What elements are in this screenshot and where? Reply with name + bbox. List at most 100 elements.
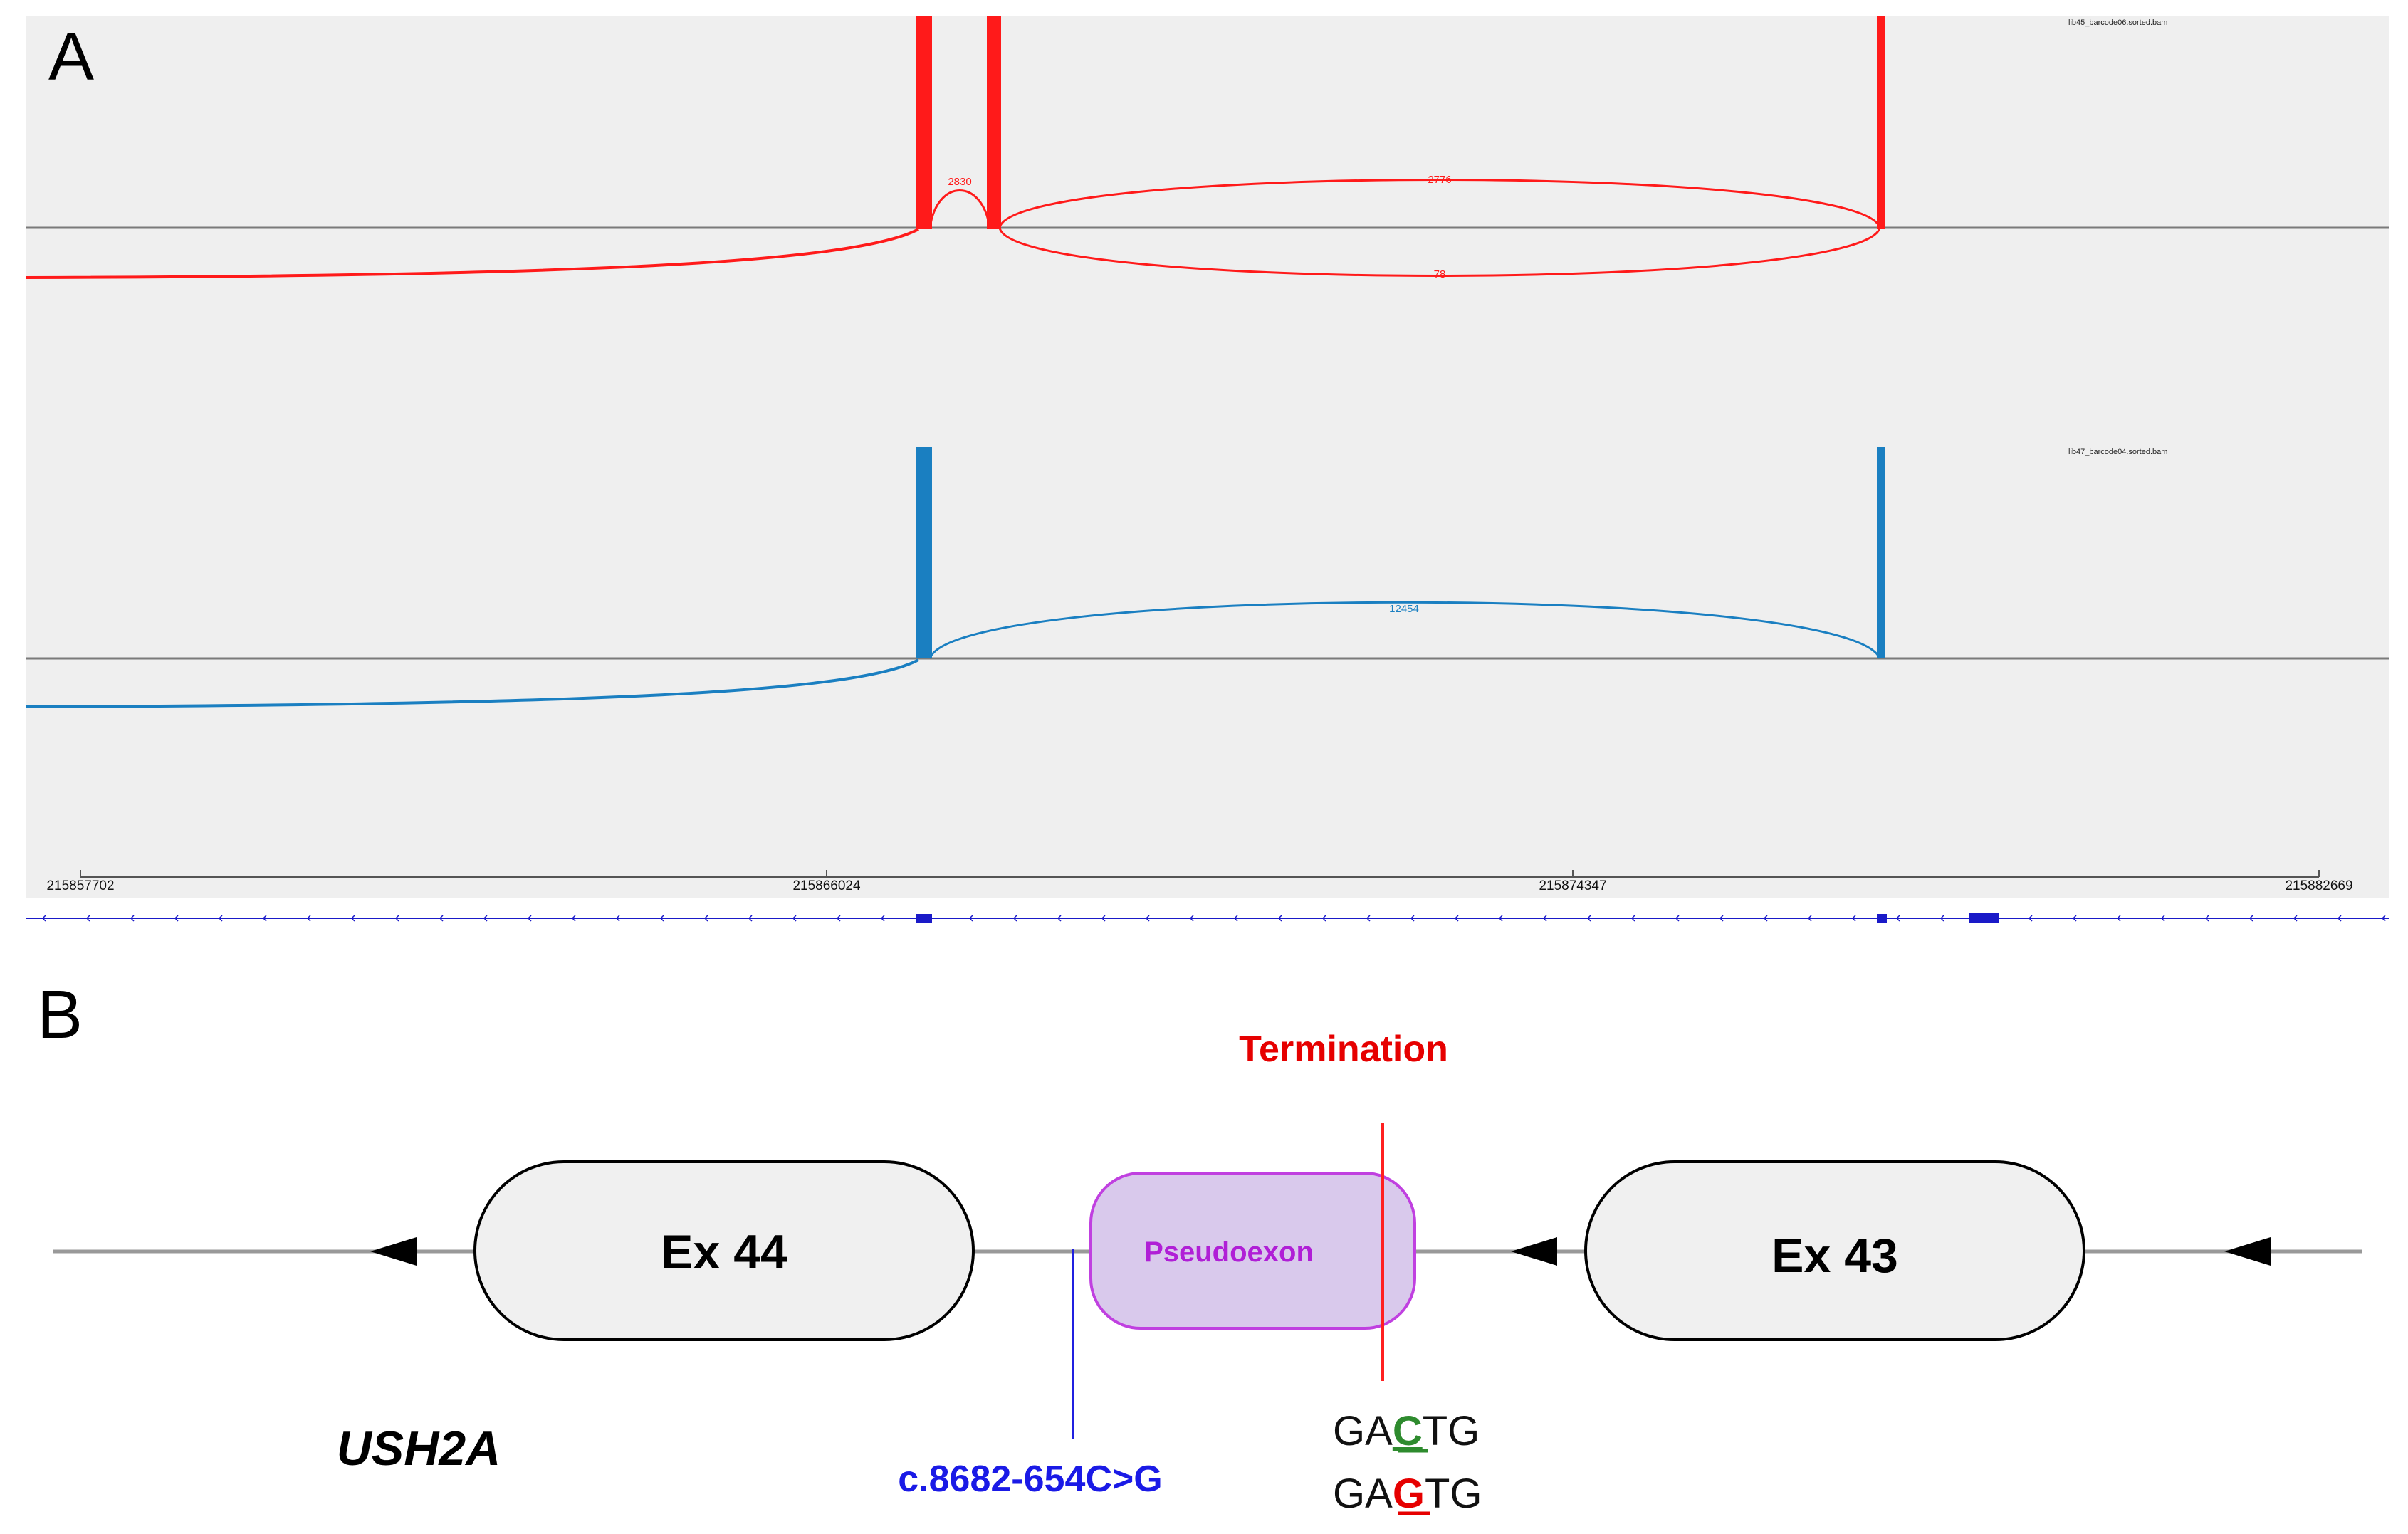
sequence-variant-base: G	[1393, 1471, 1425, 1517]
intron-chevron-icon	[130, 915, 135, 922]
track-1-junction-label-short: 2830	[948, 176, 971, 188]
intron-chevron-icon	[571, 915, 576, 922]
intron-chevron-icon	[262, 915, 267, 922]
intron-chevron-icon	[1675, 915, 1680, 922]
sequence-prefix: GA	[1333, 1408, 1393, 1454]
intron-chevron-icon	[1057, 915, 1062, 922]
intron-chevron-icon	[1454, 915, 1459, 922]
intron-chevron-icon	[1145, 915, 1150, 922]
intron-chevron-icon	[394, 915, 399, 922]
track-2-junction-arc	[928, 601, 1881, 659]
track-2-peak-exon-44	[916, 447, 932, 658]
intron-chevron-icon	[41, 915, 46, 922]
direction-arrow-icon	[2224, 1237, 2271, 1266]
intron-chevron-icon	[2249, 915, 2253, 922]
intron-chevron-icon	[1101, 915, 1106, 922]
intron-chevron-icon	[2028, 915, 2033, 922]
intron-chevron-icon	[1277, 915, 1282, 922]
track-2-junction-label: 12454	[1389, 603, 1419, 615]
direction-arrow-icon	[370, 1237, 417, 1266]
intron-chevron-icon	[1410, 915, 1415, 922]
intron-chevron-icon	[2204, 915, 2209, 922]
gene-exon-block	[916, 914, 932, 923]
exon-44-box	[473, 1160, 975, 1341]
track-1-junction-arc-long-above	[998, 179, 1881, 228]
intron-chevron-icon	[2160, 915, 2165, 922]
intron-chevron-icon	[968, 915, 973, 922]
intron-chevron-icon	[527, 915, 532, 922]
intron-chevron-icon	[1012, 915, 1017, 922]
variant-sequence: GAGTG	[1333, 1471, 1482, 1517]
intron-chevron-icon	[1321, 915, 1326, 922]
track-1-name: lib45_barcode06.sorted.bam	[2068, 19, 2167, 27]
intron-chevron-icon	[483, 915, 488, 922]
reference-sequence: GACTG	[1333, 1408, 1480, 1454]
track-1-junction-arc-short	[928, 189, 991, 228]
sequence-suffix: TG	[1425, 1471, 1482, 1517]
intron-chevron-icon	[1851, 915, 1856, 922]
intron-chevron-icon	[792, 915, 797, 922]
sequence-line-alt: GAGTG	[1333, 1471, 1482, 1517]
intron-chevron-icon	[306, 915, 311, 922]
intron-chevron-icon	[880, 915, 885, 922]
panel-b-label: B	[37, 977, 83, 1053]
gene-annotation-track	[26, 913, 2389, 923]
axis-tick-label: 215857702	[46, 878, 114, 893]
intron-chevron-icon	[703, 915, 708, 922]
intron-chevron-icon	[1366, 915, 1371, 922]
intron-chevron-icon	[659, 915, 664, 922]
axis-tick-label: 215874347	[1539, 878, 1606, 893]
sequence-suffix: TG	[1423, 1408, 1480, 1454]
gene-exon-block	[1969, 913, 1999, 923]
track-1-peak-exon-43	[1877, 16, 1885, 229]
track-1-peak-exon-44	[916, 16, 932, 229]
track-1-junction-arc-long-below	[998, 227, 1881, 277]
igv-panel-background	[26, 16, 2389, 898]
intron-chevron-icon	[2116, 915, 2121, 922]
intron-chevron-icon	[1763, 915, 1768, 922]
variant-label: c.8682-654C>G	[898, 1459, 1163, 1500]
intron-chevron-icon	[2072, 915, 2077, 922]
track-1-coverage-line	[25, 228, 919, 279]
track-2-coverage-line	[25, 658, 919, 708]
track-1-junction-label-long-below: 78	[1434, 268, 1446, 280]
track-1-junction-label-long-above: 2776	[1428, 174, 1451, 186]
exon-44-label: Ex 44	[661, 1225, 787, 1279]
intron-chevron-icon	[174, 915, 179, 922]
sequence-reference-base: C	[1393, 1408, 1423, 1454]
intron-chevron-icon	[1586, 915, 1591, 922]
intron-chevron-icon	[1895, 915, 1900, 922]
track-2-sashimi: 12454	[25, 447, 1885, 708]
intron-chevron-icon	[2337, 915, 2342, 922]
panel-a-label: A	[48, 19, 94, 95]
intron-chevron-icon	[748, 915, 753, 922]
intron-chevron-icon	[615, 915, 620, 922]
intron-chevron-icon	[439, 915, 444, 922]
axis-tick-label: 215866024	[792, 878, 861, 893]
axis-tick-label: 215882669	[2285, 878, 2352, 893]
intron-chevron-icon	[2293, 915, 2298, 922]
sequence-prefix: GA	[1333, 1471, 1393, 1517]
direction-arrow-icon	[1511, 1237, 1557, 1266]
pseudoexon-label: Pseudoexon	[1144, 1236, 1314, 1268]
intron-chevron-icon	[2381, 915, 2386, 922]
sequence-line-ref: GACTG	[1333, 1408, 1480, 1454]
track-2-peak-exon-43	[1877, 447, 1885, 658]
intron-chevron-icon	[1940, 915, 1944, 922]
intron-chevron-icon	[350, 915, 355, 922]
gene-exon-block	[1877, 914, 1887, 923]
gene-name-label: USH2A	[337, 1422, 501, 1476]
intron-chevron-icon	[1719, 915, 1724, 922]
intron-chevron-icon	[1542, 915, 1547, 922]
termination-label: Termination	[1239, 1029, 1448, 1070]
intron-chevron-icon	[1189, 915, 1194, 922]
intron-chevron-icon	[836, 915, 841, 922]
pseudoexon-box	[1089, 1172, 1416, 1330]
intron-direction-ticks	[41, 915, 2386, 922]
intron-chevron-icon	[218, 915, 223, 922]
track-2-name: lib47_barcode04.sorted.bam	[2068, 448, 2167, 456]
intron-chevron-icon	[1498, 915, 1503, 922]
intron-chevron-icon	[1630, 915, 1635, 922]
intron-chevron-icon	[1233, 915, 1238, 922]
